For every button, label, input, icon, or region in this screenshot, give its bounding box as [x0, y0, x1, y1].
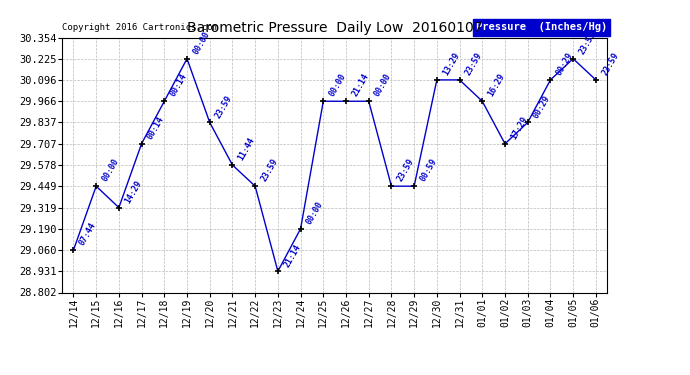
Text: 13:29: 13:29: [441, 51, 462, 77]
Text: 23:59: 23:59: [578, 30, 598, 56]
Text: 00:00: 00:00: [100, 157, 121, 183]
Text: Pressure  (Inches/Hg): Pressure (Inches/Hg): [476, 22, 607, 32]
Text: 23:59: 23:59: [214, 93, 234, 120]
Title: Barometric Pressure  Daily Low  20160107: Barometric Pressure Daily Low 20160107: [187, 21, 482, 35]
Text: 23:59: 23:59: [395, 157, 416, 183]
Text: 00:00: 00:00: [373, 72, 393, 99]
Text: 16:29: 16:29: [486, 72, 506, 99]
Text: 00:00: 00:00: [305, 200, 325, 226]
Text: 21:14: 21:14: [282, 242, 302, 268]
Text: 21:14: 21:14: [350, 72, 371, 99]
Text: 00:00: 00:00: [328, 72, 348, 99]
Text: 00:59: 00:59: [418, 157, 439, 183]
Text: 00:29: 00:29: [555, 51, 575, 77]
Text: 00:29: 00:29: [532, 93, 552, 120]
Text: 23:59: 23:59: [600, 51, 620, 77]
Text: 07:44: 07:44: [77, 221, 98, 248]
Text: 00:00: 00:00: [191, 30, 211, 56]
Text: 17:29: 17:29: [509, 115, 529, 141]
Text: 00:14: 00:14: [168, 72, 189, 99]
Text: 11:44: 11:44: [237, 136, 257, 162]
Text: 23:59: 23:59: [259, 157, 279, 183]
Text: Copyright 2016 Cartronics.com: Copyright 2016 Cartronics.com: [62, 23, 218, 32]
Text: 23:59: 23:59: [464, 51, 484, 77]
Text: 00:14: 00:14: [146, 115, 166, 141]
Text: 14:29: 14:29: [123, 178, 144, 205]
